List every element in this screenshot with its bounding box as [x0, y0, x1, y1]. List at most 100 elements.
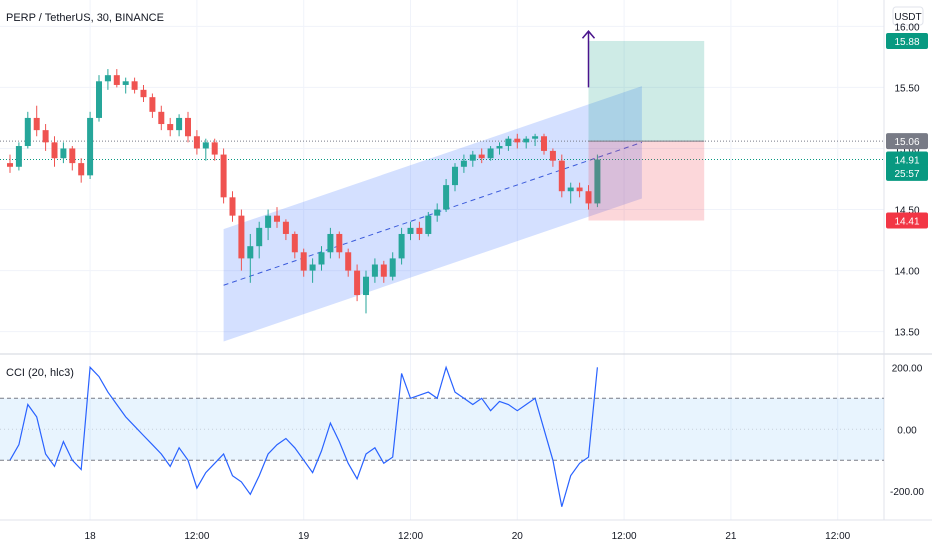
- candle-body: [541, 136, 547, 151]
- price-tick-label: 14.00: [894, 267, 919, 278]
- candle-body: [496, 146, 503, 149]
- price-label-badge: [886, 151, 928, 168]
- candle-body: [176, 117, 183, 131]
- candle-body: [434, 209, 441, 216]
- time-tick-label: 12:00: [825, 531, 850, 542]
- price-label-text: 14.91: [894, 155, 919, 166]
- loss-zone[interactable]: [588, 141, 705, 221]
- time-axis[interactable]: 18 12:00 19 12:00 20 12:00 21 12:00: [85, 531, 851, 542]
- candle-body: [336, 233, 343, 253]
- price-axis[interactable]: 16.00 15.50 15.00 14.50 14.00 13.50 15.88 15.06…: [886, 22, 928, 339]
- price-label-badge: [886, 32, 928, 49]
- candle-body: [371, 264, 378, 277]
- candle-body: [149, 97, 156, 112]
- cci-series-line: [9, 365, 598, 507]
- candle-body: [345, 252, 352, 271]
- candle-body: [202, 142, 209, 149]
- price-label-badge: [886, 164, 928, 181]
- time-tick-label: 19: [298, 531, 310, 542]
- candle-body: [452, 166, 458, 186]
- cci-tick-label: 200.00: [892, 363, 923, 374]
- arrow-head: [581, 30, 596, 39]
- candle-body: [363, 276, 369, 296]
- time-tick-label: 12:00: [612, 531, 637, 542]
- cci-axis[interactable]: 200.00 0.00 -200.00: [890, 363, 924, 498]
- candle-body: [380, 264, 387, 277]
- candle-body: [532, 136, 539, 139]
- currency-button[interactable]: [892, 6, 924, 26]
- candle-body: [327, 233, 334, 253]
- time-tick-label: 12:00: [184, 531, 209, 542]
- drawings-layer[interactable]: [0, 86, 884, 342]
- profit-zone[interactable]: [588, 40, 705, 142]
- candle-body: [167, 124, 174, 131]
- candle-body: [193, 136, 200, 149]
- candle-body: [33, 117, 40, 131]
- candle-body: [131, 81, 138, 90]
- candle-body: [7, 163, 13, 167]
- candle-body: [274, 215, 280, 222]
- channel-midline[interactable]: [223, 141, 643, 286]
- candle-body: [549, 150, 556, 161]
- candle-body: [523, 138, 530, 143]
- candle-body: [585, 191, 592, 204]
- price-label-badge: [886, 212, 928, 229]
- candle-body: [478, 154, 485, 159]
- candle-body: [69, 148, 76, 164]
- candle-body: [220, 154, 227, 198]
- candle-body: [416, 227, 423, 234]
- price-pane[interactable]: [0, 0, 884, 520]
- candle-body: [425, 215, 432, 234]
- candle-body: [229, 197, 236, 216]
- long-position-tool[interactable]: [581, 30, 705, 221]
- candle-body: [256, 227, 263, 247]
- candle-body: [594, 159, 601, 204]
- candle-body: [567, 187, 574, 192]
- candle-body: [514, 138, 521, 143]
- candle-body: [291, 233, 298, 253]
- candle-body: [558, 160, 565, 192]
- cci-pane[interactable]: [0, 365, 884, 507]
- candle-body: [51, 142, 58, 159]
- candle-body: [576, 187, 583, 192]
- candle-body: [282, 221, 289, 234]
- candle-body: [407, 227, 414, 234]
- candle-body: [211, 142, 218, 155]
- candle-body: [398, 233, 405, 259]
- price-tick-label: 16.00: [894, 22, 919, 33]
- cci-band-fill: [0, 398, 884, 461]
- parallel-channel[interactable]: [223, 86, 642, 342]
- time-tick-label: 12:00: [398, 531, 423, 542]
- candle-body: [318, 252, 325, 265]
- candle-body: [87, 117, 94, 176]
- candle-body: [42, 130, 49, 143]
- candle-body: [389, 258, 396, 277]
- candle-body: [140, 89, 147, 98]
- candle-body: [122, 81, 129, 85]
- candle-body: [265, 215, 272, 228]
- candle-body: [104, 75, 111, 82]
- candle-body: [354, 270, 361, 296]
- cci-tick-label: 0.00: [897, 425, 917, 436]
- price-label-badge: [886, 133, 928, 150]
- candle-body: [469, 154, 476, 161]
- price-tick-label: 13.50: [894, 328, 919, 339]
- candle-body: [309, 264, 316, 271]
- candle-body: [78, 163, 85, 176]
- candle-body: [96, 81, 102, 118]
- cci-band: [0, 397, 884, 461]
- candle-body: [185, 117, 191, 137]
- currency-label: USDT: [894, 12, 921, 23]
- candle-body: [300, 252, 307, 271]
- price-tick-label: 15.50: [894, 83, 919, 94]
- price-label-text: 14.41: [894, 217, 919, 228]
- symbol-title[interactable]: PERP / TetherUS, 30, BINANCE: [6, 12, 164, 24]
- cci-tick-label: -200.00: [890, 487, 924, 498]
- cci-line: [9, 365, 598, 507]
- candle-body: [238, 215, 245, 259]
- price-grid: [0, 0, 884, 520]
- price-label-text: 25:57: [894, 169, 919, 180]
- cci-title[interactable]: CCI (20, hlc3): [6, 367, 74, 379]
